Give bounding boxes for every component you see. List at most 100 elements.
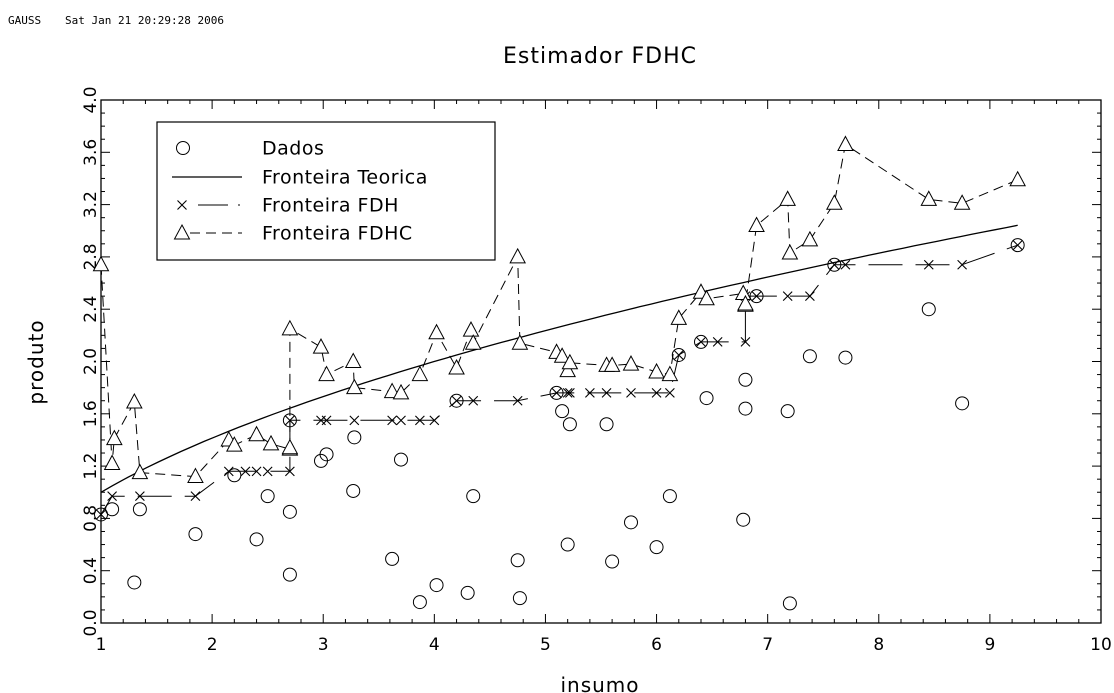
- data-point: [921, 302, 936, 317]
- series-fronteira-fdhc: [92, 135, 1027, 484]
- data-point: [510, 553, 525, 568]
- fdhc-point: [103, 454, 121, 470]
- fdh-point: [451, 395, 462, 406]
- legend-symbol-fdhc: [173, 223, 191, 240]
- fdh-point: [585, 387, 595, 398]
- series-fronteira-fdh: [96, 240, 1023, 520]
- x-tick-label: 2: [207, 635, 218, 655]
- data-point: [429, 578, 444, 593]
- data-point: [671, 347, 686, 362]
- fdh-point: [387, 415, 397, 426]
- x-axis-label: insumo: [560, 673, 639, 693]
- data-point: [385, 551, 400, 566]
- fdh-point: [740, 336, 751, 347]
- fdhc-point: [131, 463, 149, 480]
- fdhc-point: [603, 356, 621, 372]
- fdhc-point: [281, 438, 299, 455]
- fdh-point: [626, 387, 636, 398]
- fdhc-point: [225, 436, 243, 452]
- fdhc-point: [345, 378, 363, 395]
- y-tick-label: 4.0: [81, 86, 101, 113]
- fdh-point: [285, 415, 295, 426]
- data-point: [802, 349, 817, 364]
- program-name: GAUSS: [8, 14, 41, 27]
- legend-label: Fronteira FDHC: [262, 223, 413, 245]
- fdhc-point: [187, 467, 204, 484]
- fdh-point: [429, 415, 440, 426]
- fdhc-point: [559, 361, 577, 378]
- fdhc-point: [553, 347, 571, 363]
- y-tick-label: 3.6: [81, 139, 101, 166]
- fdhc-point: [125, 392, 143, 409]
- data-point: [460, 585, 475, 600]
- fdh-point: [665, 387, 675, 398]
- fdhc-point: [511, 334, 529, 350]
- fdhc-point: [737, 294, 754, 311]
- x-tick-label: 7: [762, 635, 773, 655]
- fdh-point: [751, 291, 762, 302]
- fdhc-point: [92, 255, 110, 272]
- chart-legend: Dados Fronteira Teorica Fronteira FDH Front…: [156, 121, 496, 261]
- fdhc-point: [509, 247, 527, 264]
- y-tick-label: 0.4: [81, 557, 101, 584]
- data-point: [955, 396, 970, 411]
- fdhc-point: [462, 321, 480, 337]
- legend-symbol-fdh: [177, 200, 187, 210]
- data-point: [127, 575, 142, 590]
- fdhc-point: [648, 362, 665, 379]
- data-point: [132, 502, 147, 517]
- fdhc-point: [698, 289, 715, 306]
- y-tick-label: 0.8: [81, 505, 101, 532]
- legend-symbol-dados: [176, 141, 190, 155]
- fdh-point: [1012, 240, 1023, 251]
- data-point: [412, 595, 427, 610]
- fdhc-point: [318, 365, 335, 382]
- fdhc-point: [262, 434, 280, 451]
- fdhc-point: [392, 383, 410, 400]
- fdhc-line: [100, 143, 1018, 478]
- fdh-point: [782, 291, 793, 302]
- data-point: [662, 489, 677, 504]
- fdh-point: [285, 466, 295, 477]
- y-tick-label: 3.2: [81, 191, 101, 218]
- fdhc-point: [920, 190, 938, 206]
- data-point: [512, 591, 527, 606]
- data-point: [827, 257, 842, 272]
- fdh-point: [512, 395, 523, 406]
- fdh-point: [957, 259, 967, 270]
- fdh-point: [562, 387, 573, 398]
- fdh-line: [100, 244, 1018, 515]
- fdh-point: [96, 509, 106, 520]
- fdh-point: [107, 491, 117, 502]
- fdh-point: [551, 387, 562, 398]
- x-tick-label: 8: [873, 635, 884, 655]
- x-tick-label: 3: [318, 635, 329, 655]
- fdhc-point: [953, 194, 971, 210]
- fdhc-point: [561, 353, 579, 370]
- fdhc-point: [661, 365, 679, 382]
- x-tick-label: 1: [96, 635, 107, 655]
- fdhc-point: [622, 355, 640, 371]
- x-tick-label: 4: [429, 635, 440, 655]
- fdhc-point: [428, 323, 445, 340]
- data-point: [782, 596, 797, 611]
- data-point: [282, 504, 297, 519]
- fdhc-point: [1009, 170, 1027, 187]
- data-point: [449, 393, 464, 408]
- fdh-point: [321, 415, 332, 426]
- fdhc-point: [801, 230, 819, 247]
- data-point: [694, 334, 708, 349]
- data-point: [555, 404, 570, 419]
- data-point: [282, 567, 297, 582]
- fdhc-point: [464, 334, 482, 350]
- data-point: [260, 489, 275, 504]
- data-point: [249, 532, 264, 547]
- fdhc-point: [312, 338, 330, 354]
- data-point: [699, 391, 714, 406]
- fdh-point: [262, 466, 273, 477]
- fdh-point: [840, 259, 851, 270]
- chart-title: Estimador FDHC: [503, 44, 697, 69]
- fdh-point: [696, 336, 706, 347]
- fdh-point: [923, 259, 934, 270]
- y-tick-label: 1.2: [81, 453, 101, 480]
